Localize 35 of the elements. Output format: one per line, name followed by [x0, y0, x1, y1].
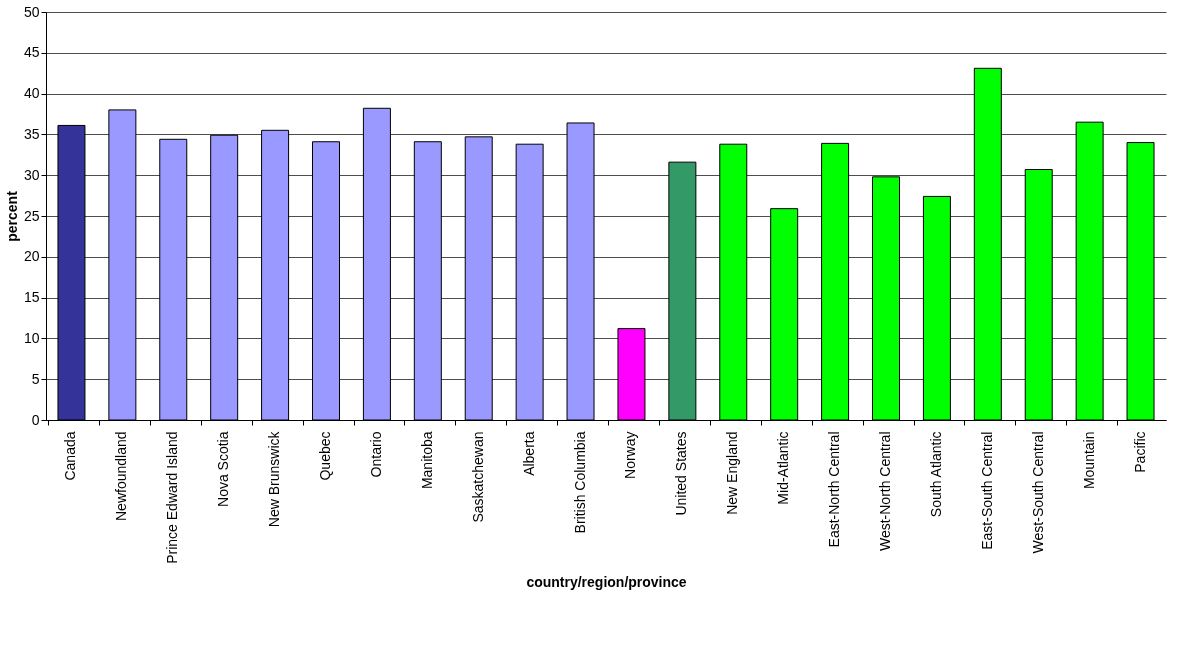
x-tick-label: Mountain	[1080, 431, 1097, 490]
y-axis-title: percent	[3, 190, 20, 242]
x-axis-title: country/region/province	[526, 573, 687, 590]
x-tick-label: Newfoundland	[113, 431, 130, 522]
x-tick-label: Alberta	[520, 431, 537, 476]
y-tick-label: 30	[23, 166, 40, 183]
y-tick-label: 0	[31, 411, 40, 428]
x-tick-label: Canada	[62, 431, 79, 481]
y-tick-label: 40	[23, 85, 40, 102]
x-tick-label: East-North Central	[826, 431, 843, 548]
x-tick-label: United States	[673, 431, 690, 516]
x-tick-label: Norway	[622, 431, 639, 479]
y-tick-label: 10	[23, 329, 40, 346]
x-tick-label: Ontario	[367, 431, 384, 478]
y-tick-label: 15	[23, 289, 40, 306]
y-tick-label: 35	[23, 125, 40, 142]
y-tick-label: 50	[23, 3, 40, 20]
x-tick-label: New England	[724, 431, 741, 515]
x-tick-label: East-South Central	[978, 431, 995, 550]
x-tick-label: Manitoba	[418, 431, 435, 490]
x-tick-label: South Atlantic	[927, 431, 944, 518]
y-tick-label: 20	[23, 248, 40, 265]
x-tick-label: New Brunswick	[266, 430, 283, 528]
x-tick-label: West-North Central	[877, 431, 893, 552]
x-tick-label: British Columbia	[571, 431, 588, 534]
y-tick-label: 25	[23, 207, 40, 224]
y-tick-label: 45	[23, 44, 40, 61]
x-tick-label: Quebec	[317, 431, 333, 481]
x-tick-label: West-South Central	[1029, 431, 1046, 554]
y-tick-label: 5	[31, 370, 40, 387]
x-tick-label: Nova Scotia	[215, 431, 232, 507]
x-tick-label: Prince Edward Island	[164, 431, 181, 564]
x-tick-label: Pacific	[1131, 431, 1148, 473]
x-tick-label: Mid-Atlantic	[775, 431, 792, 505]
x-tick-label: Saskatchewan	[469, 431, 486, 523]
